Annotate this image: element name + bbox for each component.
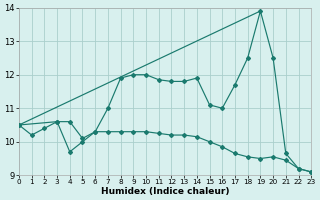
X-axis label: Humidex (Indice chaleur): Humidex (Indice chaleur) bbox=[101, 187, 229, 196]
